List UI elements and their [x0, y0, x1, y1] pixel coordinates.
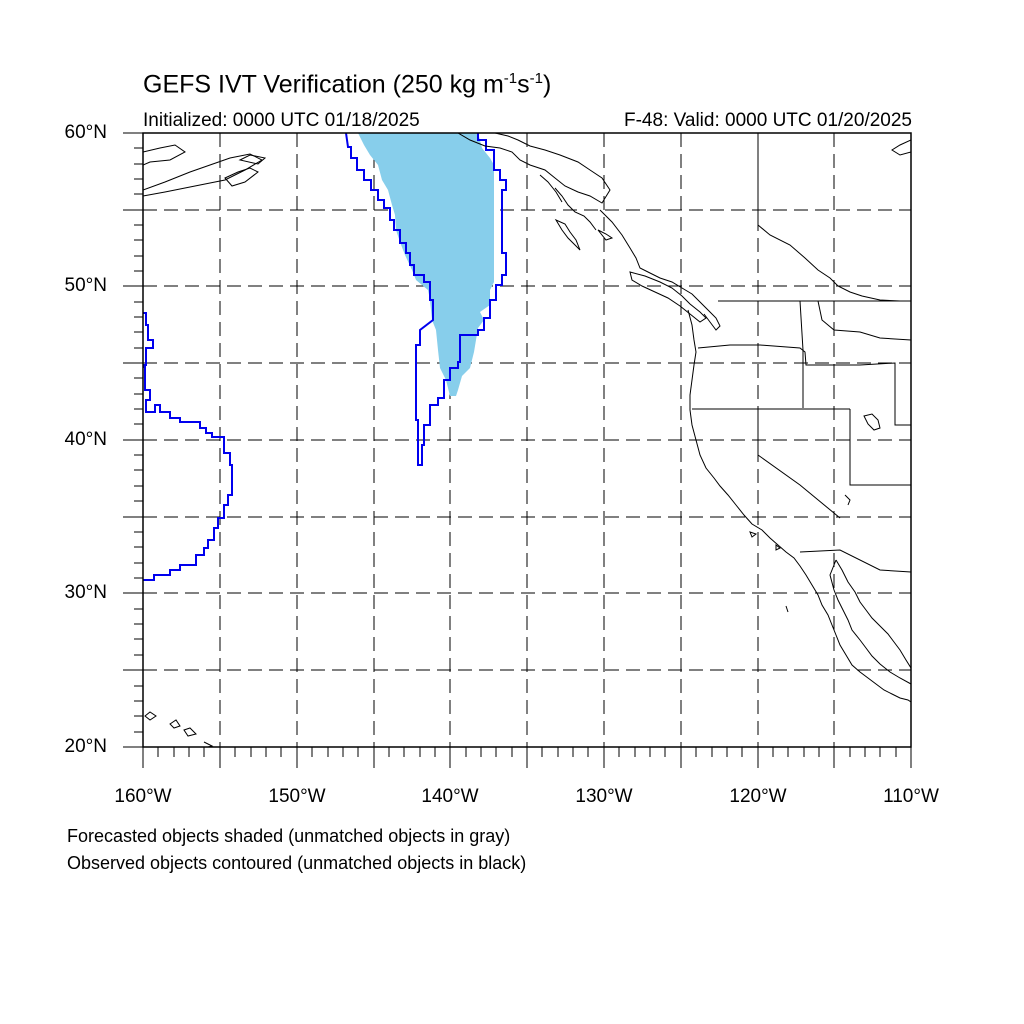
- forecast-ivt-object: [358, 133, 494, 396]
- observed-note: Observed objects contoured (unmatched ob…: [67, 853, 527, 873]
- axis-ticks: [123, 132, 912, 768]
- valid-time: F-48: Valid: 0000 UTC 01/20/2025: [624, 110, 912, 131]
- lat-label-60n: 60°N: [64, 122, 107, 143]
- lat-label-30n: 30°N: [64, 582, 107, 603]
- observed-ivt-contour-north: [345, 133, 507, 466]
- lon-label-130w: 130°W: [575, 786, 633, 807]
- lat-label-50n: 50°N: [64, 275, 107, 296]
- map-title: GEFS IVT Verification (250 kg m-1s-1): [143, 70, 552, 99]
- lon-label-150w: 150°W: [268, 786, 326, 807]
- observed-ivt-contour-west: [143, 312, 233, 581]
- lon-label-110w: 110°W: [883, 786, 939, 807]
- graticule: [143, 133, 911, 747]
- lon-label-160w: 160°W: [114, 786, 172, 807]
- lon-label-140w: 140°W: [421, 786, 479, 807]
- initialized-time: Initialized: 0000 UTC 01/18/2025: [143, 110, 420, 131]
- lon-label-120w: 120°W: [729, 786, 787, 807]
- coastlines: [143, 133, 911, 747]
- forecast-note: Forecasted objects shaded (unmatched obj…: [67, 826, 511, 846]
- lat-label-20n: 20°N: [64, 736, 107, 757]
- lat-label-40n: 40°N: [64, 429, 107, 450]
